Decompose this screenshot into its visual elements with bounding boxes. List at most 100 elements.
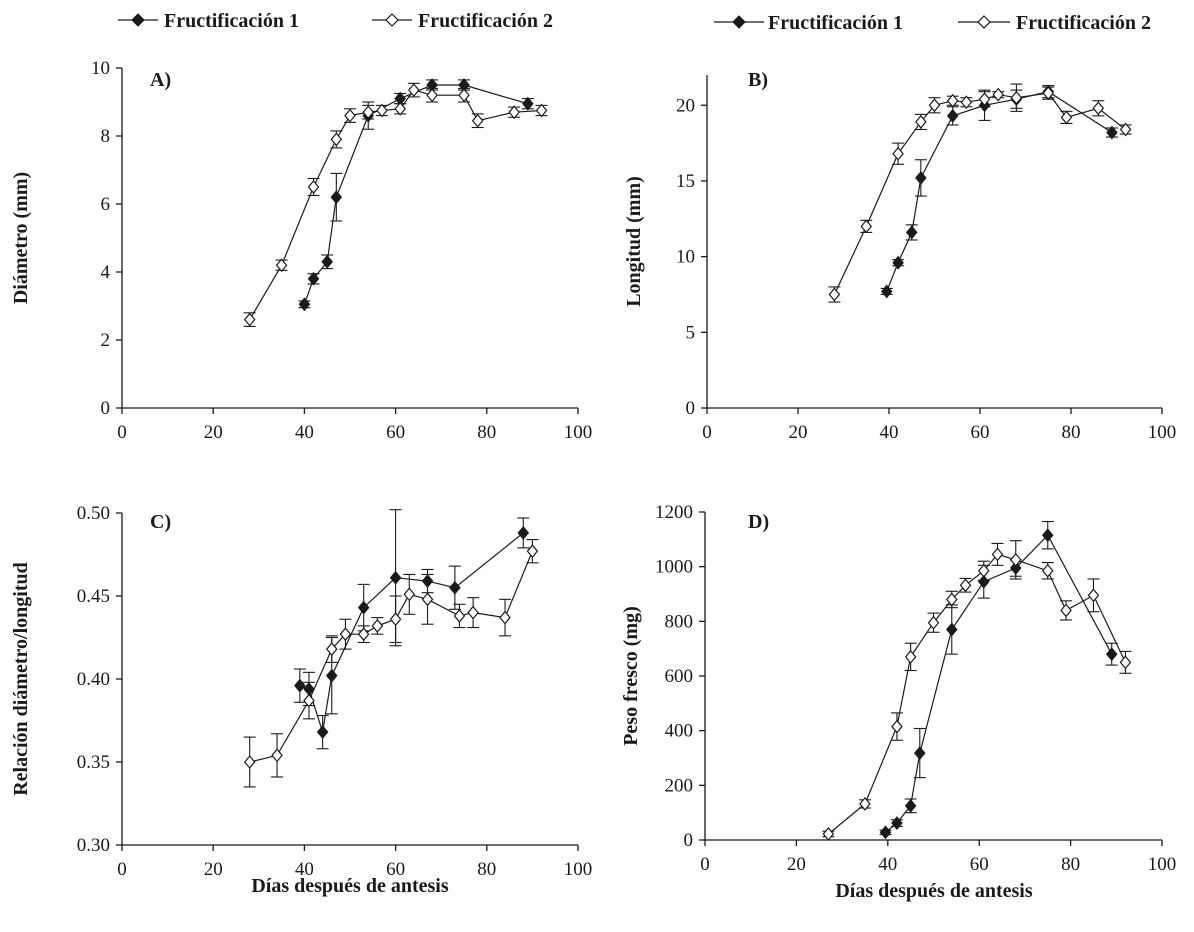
- data-point: [1092, 101, 1105, 116]
- data-point: [426, 88, 438, 103]
- data-point: [891, 816, 903, 830]
- chart-panel-2: 0 20 40 60 80 100 0 5 10 15 20 B) Longitud (mm): [623, 69, 1176, 443]
- series-2: [243, 539, 539, 788]
- data-point: [357, 600, 370, 615]
- data-point: [946, 93, 959, 108]
- data-point: [408, 83, 420, 98]
- data-point: [330, 190, 343, 205]
- x-tick-label: 100: [564, 422, 593, 443]
- data-point: [344, 108, 356, 123]
- data-point: [904, 649, 917, 664]
- y-tick-label: 0.50: [77, 503, 110, 524]
- data-point: [1087, 588, 1100, 603]
- x-tick-label: 60: [386, 859, 405, 880]
- y-axis-label: Longitud (mm): [623, 176, 645, 307]
- y-tick-label: 4: [101, 262, 111, 283]
- y-tick-label: 0: [684, 830, 694, 851]
- data-point: [880, 284, 893, 299]
- data-point: [371, 618, 384, 633]
- legend-label-fructificacion-2: Fructificación 2: [1016, 12, 1151, 34]
- data-point: [959, 578, 972, 593]
- data-point: [1060, 603, 1072, 618]
- x-tick-label: 60: [971, 422, 990, 443]
- data-point: [879, 825, 892, 840]
- series-2: [828, 83, 1132, 303]
- data-point: [1041, 563, 1054, 578]
- y-axis-label: Diámetro (mm): [10, 172, 32, 304]
- x-axis-label: Días después de antesis: [835, 880, 1032, 902]
- series-1: [298, 78, 534, 312]
- data-point: [316, 725, 329, 740]
- data-point: [1010, 90, 1023, 105]
- series-line: [299, 532, 524, 733]
- data-point: [362, 105, 375, 120]
- data-point: [389, 612, 402, 627]
- data-point: [1041, 528, 1054, 543]
- x-tick-label: 100: [1148, 854, 1177, 875]
- series-1: [879, 521, 1118, 840]
- data-point: [307, 180, 320, 194]
- data-point: [471, 113, 484, 128]
- y-tick-label: 400: [665, 721, 694, 742]
- legend-marker-fructificacion-2: [958, 15, 1010, 29]
- data-point: [1119, 655, 1132, 670]
- data-point: [1042, 86, 1055, 101]
- data-point: [243, 312, 256, 327]
- data-point: [892, 255, 904, 270]
- legend-right: Fructificación 1 Fructificación 2: [714, 12, 1151, 34]
- data-point: [1119, 122, 1132, 137]
- x-tick-label: 80: [477, 859, 496, 880]
- data-point: [307, 271, 320, 286]
- x-tick-label: 20: [204, 859, 223, 880]
- y-axis-label: Relación diámetro/longitud: [10, 562, 32, 796]
- y-tick-label: 8: [101, 126, 111, 147]
- data-point: [905, 225, 918, 240]
- legend-marker-fructificacion-1: [714, 15, 764, 29]
- data-point: [859, 796, 871, 811]
- data-point: [945, 622, 958, 637]
- data-point: [860, 219, 873, 234]
- data-point: [1105, 647, 1118, 662]
- legend-label-fructificacion-1: Fructificación 1: [164, 10, 299, 32]
- data-point: [376, 103, 388, 118]
- data-point: [1009, 552, 1022, 567]
- panel-label: C): [150, 511, 171, 533]
- y-tick-label: 0.40: [77, 669, 110, 690]
- data-point: [330, 132, 343, 147]
- data-point: [892, 146, 904, 161]
- data-point: [928, 98, 941, 113]
- data-point: [991, 547, 1004, 562]
- series-line: [833, 92, 1126, 295]
- y-axis-label: Peso fresco (mg): [620, 606, 642, 746]
- data-point: [499, 610, 511, 625]
- data-point: [946, 108, 959, 123]
- data-point: [1060, 110, 1073, 125]
- data-point: [339, 627, 352, 642]
- x-tick-label: 0: [702, 422, 712, 443]
- data-point: [271, 748, 283, 763]
- x-tick-label: 100: [564, 859, 593, 880]
- data-point: [298, 297, 311, 312]
- y-tick-label: 20: [676, 95, 695, 116]
- legend-marker-fructificacion-2: [372, 13, 412, 27]
- data-point: [321, 254, 333, 269]
- legend-marker-fructificacion-1: [118, 13, 158, 27]
- panel-label: B): [748, 69, 768, 91]
- y-tick-label: 5: [686, 322, 696, 343]
- data-point: [992, 87, 1004, 102]
- y-tick-label: 15: [676, 171, 695, 192]
- data-point: [914, 746, 926, 761]
- x-tick-label: 20: [789, 422, 808, 443]
- data-point: [421, 592, 434, 607]
- x-tick-label: 80: [1061, 854, 1080, 875]
- y-tick-label: 0.45: [77, 586, 110, 607]
- data-point: [403, 587, 416, 602]
- series-line: [249, 89, 542, 320]
- x-tick-label: 40: [878, 854, 897, 875]
- y-tick-label: 0.35: [77, 752, 110, 773]
- chart-panel-1: 0 20 40 60 80 100 0 2 4 6 8 10 A) Diámetro (mm): [10, 58, 592, 443]
- chart-panel-3: 0 20 40 60 80 100 0.30 0.35 0.40 0.45 0.50 C) Relaci…: [10, 503, 592, 897]
- data-point: [325, 642, 338, 657]
- x-tick-label: 20: [204, 422, 223, 443]
